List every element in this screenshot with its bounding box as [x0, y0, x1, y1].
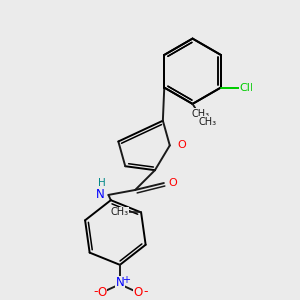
Text: -: -	[143, 285, 148, 298]
Text: +: +	[122, 275, 130, 285]
Text: O: O	[133, 286, 142, 299]
Text: O: O	[177, 140, 186, 150]
Text: CH₃: CH₃	[198, 117, 216, 127]
Text: O: O	[98, 286, 107, 299]
Text: Cl: Cl	[242, 82, 253, 93]
Text: CH₃: CH₃	[191, 109, 209, 119]
Text: O: O	[168, 178, 177, 188]
Text: H: H	[98, 178, 105, 188]
Text: N: N	[96, 188, 105, 201]
Text: CH₃: CH₃	[110, 207, 128, 218]
Text: Cl: Cl	[239, 82, 250, 93]
Text: -: -	[93, 285, 98, 298]
Text: N: N	[116, 276, 124, 289]
